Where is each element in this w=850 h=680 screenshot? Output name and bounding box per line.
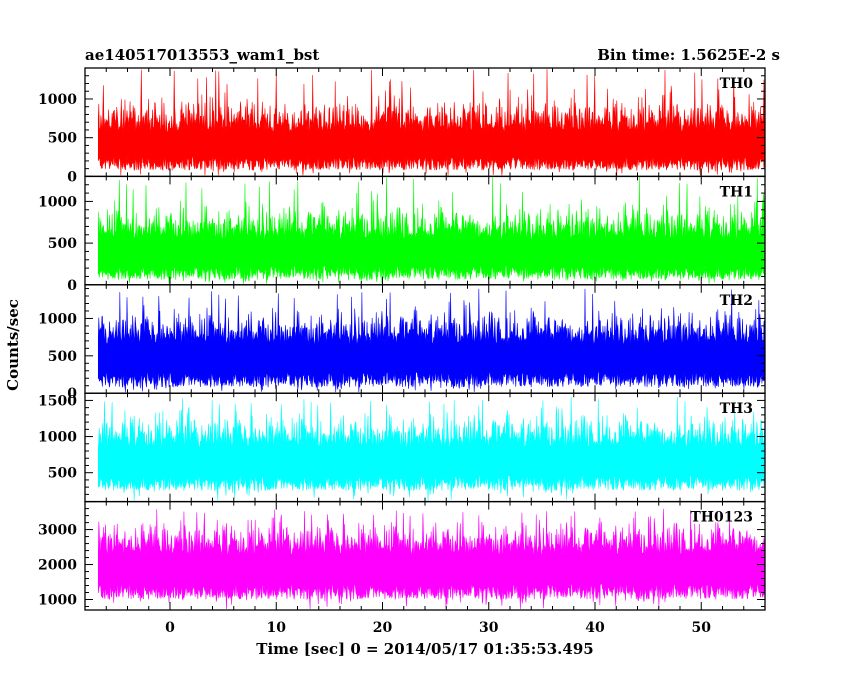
x-axis-label: Time [sec] 0 = 2014/05/17 01:35:53.495 (256, 640, 593, 658)
y-tick-label: 500 (48, 466, 77, 482)
y-tick-label: 500 (48, 349, 77, 365)
y-tick-label: 0 (67, 169, 77, 185)
x-tick-label: 40 (585, 620, 605, 636)
x-tick-label: 20 (373, 620, 393, 636)
panel-label-th0: TH0 (720, 76, 754, 92)
panel-th0: 0 500 1000 TH0 (38, 67, 766, 185)
panels: 0 500 1000 TH0 0 500 1000 TH1 0 500 1000 TH2 500 1000… (38, 67, 766, 611)
x-tick-label: 10 (267, 620, 287, 636)
y-tick-label: 1000 (38, 430, 77, 446)
panel-label-th1: TH1 (720, 184, 753, 200)
y-tick-label: 0 (67, 278, 77, 294)
x-tick-label: 50 (692, 620, 712, 636)
series-th0123 (97, 508, 766, 610)
x-tick-labels: 0 10 20 30 40 50 (165, 620, 711, 636)
y-tick-label: 1000 (38, 194, 77, 210)
y-tick-label: 1000 (38, 593, 77, 609)
y-tick-label: 500 (48, 236, 77, 252)
y-tick-label: 1500 (38, 393, 77, 409)
y-tick-label: 1000 (38, 92, 77, 108)
bin-time-label: Bin time: 1.5625E-2 s (597, 46, 780, 64)
series-th3 (97, 397, 766, 501)
y-tick-label: 3000 (38, 523, 77, 539)
panel-label-th3: TH3 (720, 401, 753, 417)
panel-th0123: 1000 2000 3000 TH0123 (38, 500, 766, 611)
x-tick-label: 30 (479, 620, 499, 636)
y-tick-label: 1000 (38, 311, 77, 327)
y-tick-label: 0 (67, 386, 77, 402)
y-tick-label: 500 (48, 131, 77, 147)
panel-th2: 0 500 1000 TH2 (38, 284, 766, 402)
x-tick-label: 0 (165, 620, 175, 636)
panel-th3: 500 1000 1500 TH3 (38, 392, 766, 503)
y-tick-label: 2000 (38, 558, 77, 574)
chart-title: ae140517013553_wam1_bst (85, 46, 319, 64)
panel-label-th2: TH2 (720, 293, 753, 309)
panel-label-th0123: TH0123 (690, 510, 753, 526)
series-th2 (97, 288, 766, 393)
series-th0 (97, 69, 766, 176)
series-th1 (97, 177, 766, 284)
y-axis-label: Counts/sec (4, 299, 22, 391)
panel-th1: 0 500 1000 TH1 (38, 175, 766, 294)
